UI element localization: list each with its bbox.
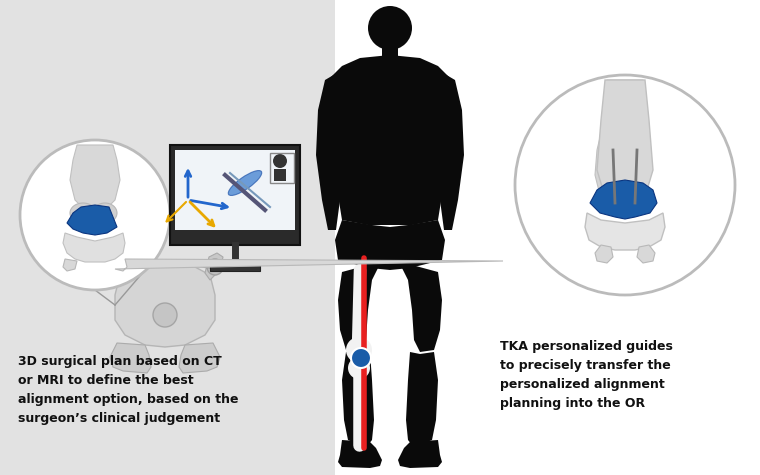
Polygon shape — [205, 253, 223, 280]
Bar — [382, 48, 398, 66]
Polygon shape — [63, 233, 125, 262]
Text: 3D surgical plan based on CT
or MRI to define the best
alignment option, based o: 3D surgical plan based on CT or MRI to d… — [18, 355, 239, 425]
Circle shape — [20, 140, 170, 290]
Bar — [175, 150, 295, 230]
Polygon shape — [335, 220, 445, 270]
Bar — [270, 153, 294, 183]
Circle shape — [368, 6, 412, 50]
Ellipse shape — [228, 171, 261, 196]
Circle shape — [351, 348, 371, 368]
Ellipse shape — [70, 203, 96, 223]
Polygon shape — [110, 343, 151, 373]
Polygon shape — [63, 259, 77, 271]
Circle shape — [348, 357, 370, 379]
Polygon shape — [67, 205, 117, 235]
Polygon shape — [595, 245, 613, 263]
Polygon shape — [406, 352, 438, 445]
Polygon shape — [316, 70, 350, 230]
Polygon shape — [338, 440, 382, 468]
Polygon shape — [107, 253, 125, 280]
Polygon shape — [595, 80, 647, 195]
Ellipse shape — [93, 203, 117, 223]
Polygon shape — [398, 440, 442, 468]
Circle shape — [153, 303, 177, 327]
Polygon shape — [637, 245, 655, 263]
Polygon shape — [402, 265, 442, 352]
Text: TKA personalized guides
to precisely transfer the
personalized alignment
plannin: TKA personalized guides to precisely tra… — [500, 340, 673, 410]
Circle shape — [515, 75, 735, 295]
Polygon shape — [590, 180, 657, 219]
Polygon shape — [430, 70, 464, 230]
Circle shape — [346, 337, 372, 363]
Bar — [210, 263, 260, 271]
Bar — [274, 169, 286, 181]
Polygon shape — [585, 213, 665, 250]
Circle shape — [207, 259, 223, 275]
Bar — [0, 0, 335, 475]
Circle shape — [273, 154, 287, 168]
Polygon shape — [325, 55, 455, 225]
Polygon shape — [597, 80, 653, 200]
Polygon shape — [179, 343, 220, 373]
Polygon shape — [115, 259, 503, 271]
Polygon shape — [342, 352, 374, 445]
Bar — [170, 145, 300, 245]
Polygon shape — [70, 145, 120, 210]
Polygon shape — [115, 265, 215, 347]
Polygon shape — [338, 265, 378, 352]
Circle shape — [107, 259, 123, 275]
